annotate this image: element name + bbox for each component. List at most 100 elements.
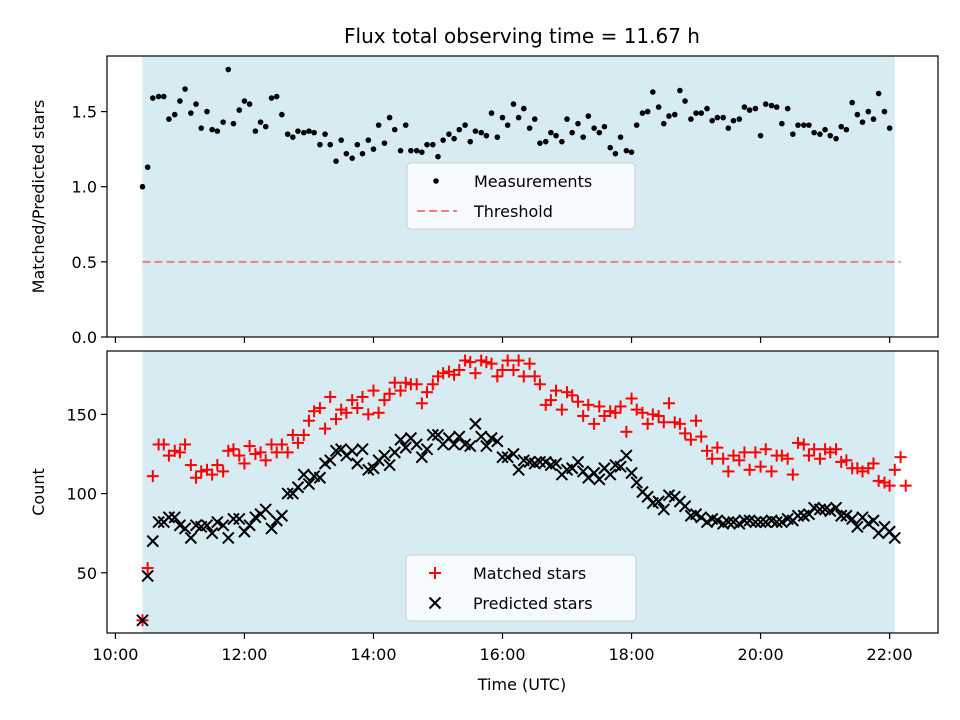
predicted-star-point xyxy=(620,449,633,462)
matched-star-point xyxy=(291,436,304,449)
predicted-star-point xyxy=(829,501,843,515)
predicted-star-point xyxy=(141,569,154,583)
legend-marker-measurements xyxy=(433,178,439,184)
measurement-point xyxy=(424,141,430,148)
measurement-point xyxy=(160,93,167,100)
y-tick-label: 0.0 xyxy=(72,328,97,347)
measurement-point xyxy=(257,119,264,125)
measurement-point xyxy=(714,114,721,121)
matched-star-point xyxy=(690,414,703,427)
matched-star-point xyxy=(491,370,504,383)
matched-star-point xyxy=(684,433,697,446)
predicted-star-point xyxy=(722,515,735,529)
matched-star-point xyxy=(641,417,654,430)
panel-frame xyxy=(106,350,939,634)
predicted-star-point xyxy=(711,514,724,527)
measurement-point xyxy=(440,137,446,143)
matched-star-point xyxy=(695,430,708,443)
matched-star-point xyxy=(883,479,896,492)
legend-box xyxy=(405,554,637,622)
matched-star-point xyxy=(367,384,380,397)
measurement-point xyxy=(472,128,479,134)
legend: Matched stars Predicted stars xyxy=(405,554,637,622)
matched-star-point xyxy=(410,378,423,391)
measurement-point xyxy=(510,101,517,107)
measurement-point xyxy=(671,111,678,118)
matched-star-point xyxy=(475,354,488,367)
measurement-point xyxy=(709,117,715,124)
predicted-star-point xyxy=(383,458,396,472)
predicted-star-point xyxy=(313,471,327,484)
measurement-point xyxy=(408,147,414,154)
legend-plus-symbol xyxy=(429,567,441,579)
predicted-star-point xyxy=(501,450,514,464)
measurement-point xyxy=(704,105,710,112)
legend-label-measurements: Measurements xyxy=(474,172,592,191)
matched-star-point xyxy=(459,354,472,367)
measurement-point xyxy=(365,137,372,143)
matched-star-point xyxy=(830,443,843,456)
measurement-point xyxy=(682,98,688,104)
predicted-star-point xyxy=(549,457,563,470)
matched-star-point xyxy=(528,370,541,383)
matched-star-point xyxy=(657,416,670,429)
predicted-star-point xyxy=(749,515,762,529)
measurement-point xyxy=(284,131,291,137)
legend-label-matched: Matched stars xyxy=(473,564,586,583)
matched-star-point xyxy=(733,454,746,467)
matched-star-point xyxy=(517,370,530,383)
measurement-point xyxy=(209,126,215,133)
predicted-star-point xyxy=(840,509,853,522)
matched-star-point xyxy=(184,459,197,472)
matched-star-point xyxy=(302,414,315,427)
matched-star-point xyxy=(646,408,659,421)
matched-star-point xyxy=(157,438,170,451)
measurement-point xyxy=(730,117,737,124)
legend-marker-predicted xyxy=(428,596,442,610)
predicted-star-point xyxy=(200,519,214,532)
matched-star-point xyxy=(415,397,428,410)
measurement-point xyxy=(322,131,328,137)
measurement-point xyxy=(144,164,151,170)
measurement-point xyxy=(413,147,420,154)
predicted-star-point xyxy=(420,443,434,456)
matched-star-point xyxy=(227,443,240,456)
y-tick-label: 150 xyxy=(66,405,97,424)
matched-star-point xyxy=(899,479,912,492)
predicted-star-point xyxy=(351,457,364,470)
matched-star-point xyxy=(662,397,675,410)
matched-star-point xyxy=(453,364,466,377)
matched-star-point xyxy=(797,438,810,451)
measurement-point xyxy=(198,125,204,131)
matched-star-point xyxy=(872,474,885,487)
measurement-point xyxy=(790,131,796,137)
predicted-star-point xyxy=(625,466,638,480)
measurement-point xyxy=(591,125,597,131)
matched-star-point xyxy=(593,400,606,413)
measurement-point xyxy=(817,131,823,137)
y-tick-label: 1.0 xyxy=(72,178,97,197)
measurement-point xyxy=(537,140,543,146)
matched-star-point xyxy=(588,417,601,430)
predicted-star-point xyxy=(867,514,880,527)
predicted-star-point xyxy=(281,487,294,500)
measurement-point xyxy=(784,105,791,112)
measurement-point xyxy=(741,104,748,110)
y-axis-label: Count xyxy=(29,468,48,516)
measurement-point xyxy=(375,122,382,128)
measurement-point xyxy=(381,140,388,146)
measurement-point xyxy=(827,132,834,139)
measurement-point xyxy=(628,149,635,155)
matched-star-point xyxy=(233,449,246,462)
measurement-point xyxy=(822,126,828,133)
matched-star-point xyxy=(717,452,730,465)
matched-star-point xyxy=(679,427,692,440)
matched-star-point xyxy=(217,465,230,478)
matched-star-point xyxy=(265,438,278,451)
x-axis-label: Time (UTC) xyxy=(477,675,566,694)
measurement-point xyxy=(693,110,699,116)
predicted-star-point xyxy=(394,433,407,446)
predicted-star-point xyxy=(469,417,482,431)
measurement-point xyxy=(306,128,312,134)
